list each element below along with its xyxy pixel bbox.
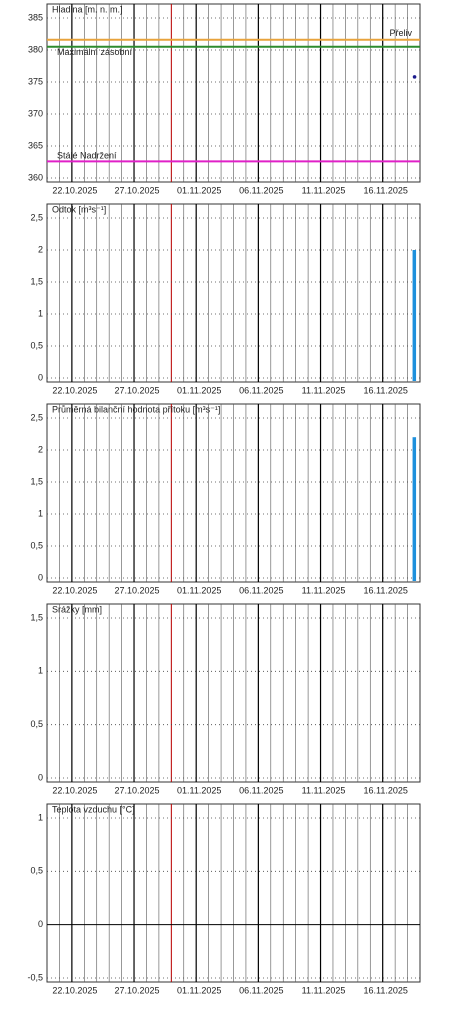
x-tick-label: 06.11.2025	[239, 385, 283, 395]
x-tick-label: 27.10.2025	[115, 985, 160, 995]
y-tick-label: 0,5	[30, 340, 43, 350]
x-tick-label: 16.11.2025	[364, 585, 408, 595]
y-tick-label: 360	[28, 172, 43, 182]
panel-title: Srážky [mm]	[52, 604, 102, 614]
y-tick-label: 1	[38, 508, 43, 518]
x-tick-label: 27.10.2025	[115, 185, 160, 195]
bar	[412, 437, 417, 581]
y-tick-label: 1,5	[30, 612, 43, 622]
x-tick-label: 16.11.2025	[364, 985, 408, 995]
x-tick-label: 06.11.2025	[239, 585, 283, 595]
y-tick-label: 0	[38, 572, 43, 582]
y-tick-label: 365	[28, 140, 43, 150]
x-tick-label: 01.11.2025	[177, 185, 221, 195]
bar	[412, 250, 417, 381]
x-tick-label: 01.11.2025	[177, 785, 221, 795]
x-tick-label: 16.11.2025	[364, 385, 408, 395]
x-tick-label: 22.10.2025	[52, 985, 97, 995]
x-tick-label: 27.10.2025	[115, 585, 160, 595]
x-tick-label: 27.10.2025	[115, 785, 160, 795]
y-tick-label: 375	[28, 76, 43, 86]
y-tick-label: 1	[38, 812, 43, 822]
y-tick-label: 1,5	[30, 276, 43, 286]
y-tick-label: 0	[38, 919, 43, 929]
x-tick-label: 11.11.2025	[302, 985, 346, 995]
y-tick-label: 2,5	[30, 412, 43, 422]
x-tick-label: 11.11.2025	[302, 185, 346, 195]
x-tick-label: 16.11.2025	[364, 185, 408, 195]
y-tick-label: 1	[38, 666, 43, 676]
x-tick-label: 22.10.2025	[52, 385, 97, 395]
y-tick-label: 0,5	[30, 866, 43, 876]
y-tick-label: 0,5	[30, 719, 43, 729]
y-tick-label: 2	[38, 244, 43, 254]
y-tick-label: 380	[28, 44, 43, 54]
panel: 22.10.2025 27.10.2025 01.11.2025 06.11.2025…	[27, 803, 421, 995]
reference-label: Stálé Nadržení	[57, 151, 117, 161]
x-tick-label: 06.11.2025	[239, 785, 283, 795]
y-tick-label: 0,5	[30, 540, 43, 550]
reference-label: Přeliv	[389, 28, 412, 38]
panel: 22.10.2025 27.10.2025 01.11.2025 06.11.2025…	[30, 603, 421, 795]
x-tick-label: 11.11.2025	[302, 585, 346, 595]
x-tick-label: 06.11.2025	[239, 985, 283, 995]
x-tick-label: 11.11.2025	[302, 785, 346, 795]
x-tick-label: 16.11.2025	[364, 785, 408, 795]
y-tick-label: 0	[38, 772, 43, 782]
x-tick-label: 22.10.2025	[52, 785, 97, 795]
panel-title: Teplota vzduchu [°C]	[52, 804, 135, 814]
y-tick-label: 385	[28, 12, 43, 22]
y-tick-label: 2	[38, 444, 43, 454]
y-tick-label: 2,5	[30, 212, 43, 222]
x-tick-label: 01.11.2025	[177, 585, 221, 595]
y-tick-label: 1,5	[30, 476, 43, 486]
reference-label: Maximální zásobní	[57, 47, 133, 57]
x-tick-label: 27.10.2025	[115, 385, 160, 395]
x-tick-label: 22.10.2025	[52, 185, 97, 195]
x-tick-label: 06.11.2025	[239, 185, 283, 195]
y-tick-label: 1	[38, 308, 43, 318]
panel-title: Hladina [m. n. m.]	[52, 4, 123, 14]
y-tick-label: 370	[28, 108, 43, 118]
panel: 22.10.2025 27.10.2025 01.11.2025 06.11.2025…	[28, 3, 421, 195]
panel-title: Průměrná bilanční hodnota přítoku [m³s⁻¹…	[52, 404, 220, 414]
x-tick-label: 01.11.2025	[177, 385, 221, 395]
x-tick-label: 01.11.2025	[177, 985, 221, 995]
y-tick-label: 0	[38, 372, 43, 382]
y-tick-label: -0,5	[27, 972, 43, 982]
x-tick-label: 11.11.2025	[302, 385, 346, 395]
x-tick-label: 22.10.2025	[52, 585, 97, 595]
panel-title: Odtok [m³s⁻¹]	[52, 204, 106, 214]
data-point	[412, 75, 417, 79]
panel: 22.10.2025 27.10.2025 01.11.2025 06.11.2025…	[30, 403, 421, 595]
panel: 22.10.2025 27.10.2025 01.11.2025 06.11.2025…	[30, 203, 421, 395]
